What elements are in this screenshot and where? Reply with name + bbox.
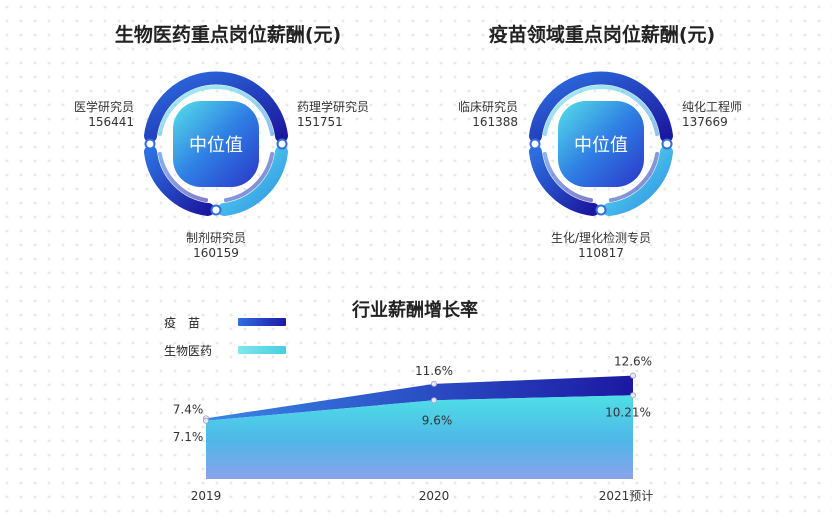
area-series-biomed (206, 395, 633, 479)
x-tick-label: 2020 (419, 489, 450, 503)
value-label-vaccine-2021预计: 12.6% (614, 355, 652, 369)
ring-arc-inner (157, 151, 209, 203)
ring-center-label: 中位值 (189, 135, 243, 156)
slice-value: 156441 (88, 115, 134, 129)
ring-arc-生化/理化检测专员 (528, 145, 600, 217)
ring-marker-纯化工程师 (661, 138, 673, 150)
growth-area-chart: 7.4% 11.6% 12.6% 7.1% 9.6% 10.21% 2019 2020 202… (173, 355, 654, 503)
ring-arc-临床研究员 (528, 71, 674, 143)
ring-arc-inner (542, 151, 594, 203)
chart-title-vaccine-salary: 疫苗领域重点岗位薪酬(元) (488, 24, 716, 46)
slice-name: 生化/理化检测专员 (550, 231, 652, 245)
value-label-vaccine-2020: 11.6% (415, 364, 453, 378)
slice-label-purification-engineer: 纯化工程师 137669 (682, 100, 742, 130)
ring-arc-药理学研究员 (217, 145, 289, 217)
slice-label-clinical-researcher: 临床研究员 161388 (420, 100, 518, 130)
slice-name: 制剂研究员 (185, 231, 246, 245)
slice-name: 药理学研究员 (297, 100, 370, 114)
area-series-vaccine (206, 375, 633, 421)
data-point-vaccine-2020 (430, 380, 437, 387)
slice-value: 160159 (193, 246, 239, 260)
legend-swatch-vaccine (238, 318, 286, 326)
value-label-biomed-2020: 9.6% (422, 413, 453, 427)
ring-arcs (143, 71, 289, 217)
data-point-biomed-2019 (202, 417, 209, 424)
ring-arc-inner (157, 85, 275, 137)
tick-layer: 2019 2020 2021预计 (191, 489, 654, 503)
biomed-salary-ring: 中位值 (143, 71, 289, 217)
slice-value: 110817 (578, 246, 624, 260)
slice-name: 临床研究员 (457, 100, 518, 114)
data-point-biomed-2021预计 (630, 392, 637, 399)
ring-center-square (173, 101, 259, 187)
ring-marker-制剂研究员 (210, 204, 222, 216)
marker-layer (202, 372, 637, 424)
x-tick-label: 2021预计 (599, 489, 654, 503)
ring-arc-制剂研究员 (143, 145, 215, 217)
slice-value: 161388 (472, 115, 518, 129)
vaccine-salary-ring: 中位值 (528, 71, 674, 217)
data-point-vaccine-2021预计 (630, 372, 637, 379)
ring-marker-生化/理化检测专员 (595, 204, 607, 216)
legend-label-vaccine: 疫 苗 (164, 316, 201, 330)
slice-label-medical-researcher: 医学研究员 156441 (40, 100, 134, 130)
value-label-vaccine-2019: 7.4% (173, 402, 204, 416)
chart-title-biomed-salary: 生物医药重点岗位薪酬(元) (114, 24, 342, 46)
ring-arc-inner (542, 85, 660, 137)
slice-name: 纯化工程师 (682, 100, 743, 114)
chart-title-growth-rate: 行业薪酬增长率 (352, 300, 478, 321)
slice-name: 医学研究员 (73, 100, 134, 114)
slice-value: 151751 (297, 115, 343, 129)
ring-arcs (528, 71, 674, 217)
slice-label-formulation-researcher: 制剂研究员 160159 (156, 231, 276, 261)
ring-arc-纯化工程师 (602, 145, 674, 217)
slice-value: 137669 (682, 115, 728, 129)
data-point-biomed-2020 (430, 397, 437, 404)
legend-swatch-biomed (238, 346, 286, 354)
area-layer (206, 375, 633, 479)
slice-label-biochem-inspector: 生化/理化检测专员 110817 (526, 231, 676, 261)
ring-arc-inner (223, 151, 275, 203)
ring-center-square (558, 101, 644, 187)
legend-label-biomed: 生物医药 (164, 344, 213, 358)
ring-marker-药理学研究员 (276, 138, 288, 150)
ring-center-label: 中位值 (574, 135, 628, 156)
x-tick-label: 2019 (191, 489, 222, 503)
ring-arc-inner (608, 151, 660, 203)
value-label-biomed-2019: 7.1% (173, 430, 204, 444)
slice-label-pharmacology-researcher: 药理学研究员 151751 (297, 100, 369, 130)
ring-arc-医学研究员 (143, 71, 289, 143)
ring-marker-临床研究员 (529, 138, 541, 150)
label-layer: 7.4% 11.6% 12.6% 7.1% 9.6% 10.21% (173, 355, 652, 444)
ring-marker-医学研究员 (144, 138, 156, 150)
value-label-biomed-2021预计: 10.21% (605, 405, 651, 419)
